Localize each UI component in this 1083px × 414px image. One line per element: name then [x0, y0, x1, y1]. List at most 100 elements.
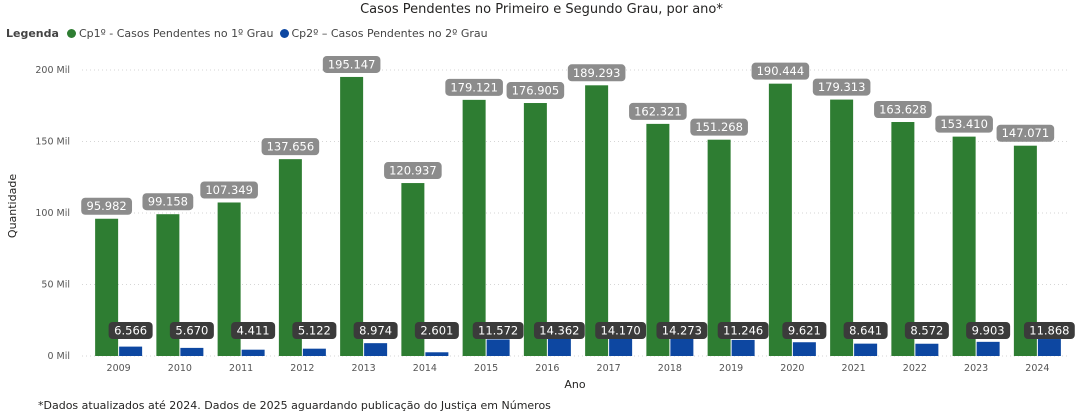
bar-secondary[interactable]: [486, 339, 510, 356]
data-label-secondary: 8.641: [849, 324, 882, 338]
data-label-primary-bg: [567, 64, 626, 82]
data-label-primary-bg: [261, 138, 320, 156]
x-tick-label: 2011: [229, 363, 253, 374]
data-label-secondary: 8.572: [910, 324, 943, 338]
data-label-secondary: 8.974: [359, 324, 392, 338]
legend-item-primary[interactable]: Cp1º - Casos Pendentes no 1º Grau: [66, 27, 274, 40]
data-label-primary-bg: [996, 124, 1055, 142]
bar-secondary[interactable]: [1037, 339, 1061, 356]
bar-secondary[interactable]: [976, 341, 1000, 356]
data-label-secondary-bg: [717, 322, 769, 339]
data-label-primary: 189.293: [573, 66, 621, 80]
data-label-secondary-bg: [292, 322, 337, 339]
bar-secondary[interactable]: [609, 335, 633, 356]
data-label-primary: 153.410: [940, 117, 988, 131]
legend-item-secondary[interactable]: Cp2º – Casos Pendentes no 2º Grau: [279, 27, 488, 40]
x-axis-title: Ano: [564, 378, 585, 391]
bar-primary[interactable]: [340, 76, 364, 356]
data-label-secondary-bg: [414, 322, 459, 339]
bar-secondary[interactable]: [792, 342, 816, 356]
data-label-primary-bg: [322, 55, 381, 73]
x-tick-label: 2024: [1025, 363, 1049, 374]
data-label-primary: 95.982: [87, 199, 127, 213]
data-label-secondary-bg: [656, 322, 708, 339]
x-tick-label: 2012: [290, 363, 314, 374]
data-label-primary: 162.321: [634, 104, 682, 118]
data-label-primary-bg: [629, 102, 687, 120]
data-label-secondary-bg: [782, 322, 827, 339]
legend-title: Legenda: [6, 27, 59, 40]
bar-secondary[interactable]: [119, 346, 143, 356]
bar-secondary[interactable]: [425, 352, 449, 356]
data-label-secondary-bg: [472, 322, 524, 339]
data-label-primary-bg: [445, 78, 503, 96]
data-label-secondary-bg: [231, 322, 276, 339]
legend-dot-primary: [66, 29, 76, 38]
data-label-primary: 179.313: [818, 80, 866, 94]
bar-secondary[interactable]: [302, 348, 326, 356]
bar-primary[interactable]: [156, 214, 180, 356]
y-tick-label: 100 Mil: [35, 208, 70, 219]
bar-primary[interactable]: [891, 122, 915, 356]
data-label-secondary: 11.572: [478, 324, 518, 338]
x-tick-label: 2017: [597, 363, 621, 374]
data-label-secondary: 11.868: [1029, 324, 1069, 338]
bar-primary[interactable]: [646, 123, 670, 356]
x-tick-label: 2016: [535, 363, 559, 374]
bar-primary[interactable]: [462, 99, 486, 357]
bar-primary[interactable]: [952, 136, 976, 356]
data-label-secondary: 2.601: [420, 324, 453, 338]
bar-primary[interactable]: [401, 183, 425, 356]
bar-secondary[interactable]: [180, 347, 204, 356]
x-tick-label: 2014: [413, 363, 437, 374]
data-label-primary: 107.349: [205, 183, 253, 197]
legend-label-primary: Cp1º - Casos Pendentes no 1º Grau: [78, 27, 274, 40]
data-label-secondary-bg: [904, 322, 949, 339]
bar-secondary[interactable]: [364, 343, 388, 356]
bar-primary[interactable]: [585, 85, 609, 357]
legend-dot-secondary: [279, 29, 289, 38]
bar-secondary[interactable]: [854, 343, 878, 356]
bar-primary[interactable]: [830, 99, 854, 357]
data-label-secondary: 11.246: [723, 324, 763, 338]
data-label-primary: 137.656: [267, 140, 315, 154]
bar-primary[interactable]: [768, 83, 792, 357]
x-tick-label: 2019: [719, 363, 743, 374]
bar-secondary[interactable]: [670, 335, 694, 356]
bar-secondary[interactable]: [241, 349, 265, 356]
data-label-secondary: 6.566: [114, 324, 147, 338]
bar-secondary[interactable]: [547, 335, 571, 356]
data-label-secondary-bg: [966, 322, 1011, 339]
bar-primary[interactable]: [1013, 145, 1037, 356]
data-label-primary-bg: [690, 118, 748, 136]
data-label-primary: 151.268: [695, 120, 743, 134]
data-label-primary-bg: [81, 197, 133, 215]
data-label-primary-bg: [874, 101, 932, 119]
bar-secondary[interactable]: [731, 339, 755, 356]
data-label-secondary-bg: [353, 322, 398, 339]
data-label-secondary-bg: [169, 322, 214, 339]
data-label-primary-bg: [935, 115, 993, 133]
data-label-secondary: 14.362: [539, 324, 579, 338]
x-tick-label: 2021: [842, 363, 866, 374]
x-tick-label: 2015: [474, 363, 498, 374]
x-tick-label: 2013: [352, 363, 376, 374]
bar-primary[interactable]: [95, 218, 119, 356]
bar-primary[interactable]: [278, 159, 302, 356]
bar-secondary[interactable]: [915, 343, 939, 356]
data-label-secondary: 14.170: [601, 324, 641, 338]
bar-primary[interactable]: [523, 103, 547, 356]
y-tick-label: 0 Mil: [47, 351, 70, 362]
bar-primary[interactable]: [217, 202, 241, 356]
y-axis-title: Quantidade: [6, 174, 19, 238]
data-label-secondary: 4.411: [237, 324, 270, 338]
y-tick-label: 150 Mil: [35, 137, 70, 148]
data-label-secondary: 5.670: [175, 324, 208, 338]
data-label-secondary-bg: [533, 322, 585, 339]
data-label-secondary: 9.621: [788, 324, 821, 338]
data-label-primary-bg: [506, 82, 565, 100]
bar-primary[interactable]: [707, 139, 731, 356]
data-label-secondary: 14.273: [662, 324, 702, 338]
chart-title: Casos Pendentes no Primeiro e Segundo Gr…: [360, 2, 723, 17]
